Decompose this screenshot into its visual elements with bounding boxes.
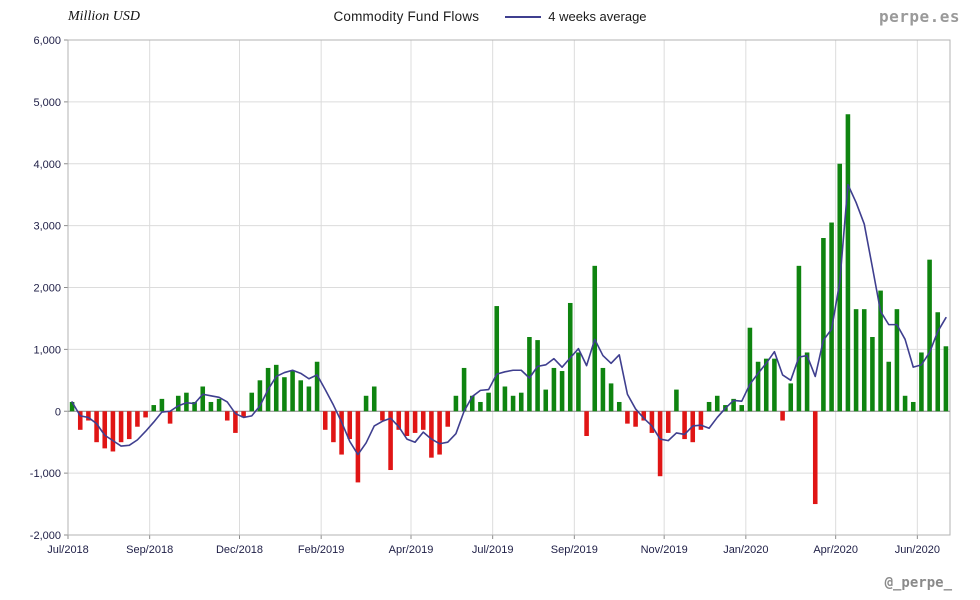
y-axis-units-label: Million USD	[68, 9, 140, 24]
svg-text:-2,000: -2,000	[30, 530, 61, 542]
svg-text:Jul/2018: Jul/2018	[47, 544, 89, 556]
legend-line-swatch-icon	[505, 15, 542, 18]
site-brand: perpe.es	[878, 7, 960, 26]
svg-text:0: 0	[55, 406, 61, 418]
svg-text:Feb/2019: Feb/2019	[298, 544, 344, 556]
svg-text:5,000: 5,000	[33, 97, 61, 109]
svg-text:Jan/2020: Jan/2020	[723, 544, 768, 556]
svg-text:1,000: 1,000	[33, 344, 61, 356]
svg-text:6,000: 6,000	[33, 35, 61, 47]
svg-text:Apr/2019: Apr/2019	[389, 544, 434, 556]
chart-title: Commodity Fund Flows	[333, 9, 480, 24]
svg-text:-1,000: -1,000	[30, 468, 61, 480]
svg-text:2,000: 2,000	[33, 283, 61, 295]
svg-text:Jul/2019: Jul/2019	[472, 544, 514, 556]
legend: 4 weeks average	[505, 9, 647, 24]
svg-text:Sep/2018: Sep/2018	[126, 544, 173, 556]
svg-text:Apr/2020: Apr/2020	[813, 544, 858, 556]
svg-text:3,000: 3,000	[33, 221, 61, 233]
twitter-handle: @_perpe_	[884, 575, 952, 591]
svg-text:Jun/2020: Jun/2020	[895, 544, 940, 556]
chart-header: Commodity Fund Flows 4 weeks average	[0, 9, 980, 24]
svg-text:Dec/2018: Dec/2018	[216, 544, 263, 556]
svg-text:Sep/2019: Sep/2019	[551, 544, 598, 556]
legend-label: 4 weeks average	[548, 9, 647, 24]
svg-text:4,000: 4,000	[33, 159, 61, 171]
svg-text:Nov/2019: Nov/2019	[641, 544, 688, 556]
